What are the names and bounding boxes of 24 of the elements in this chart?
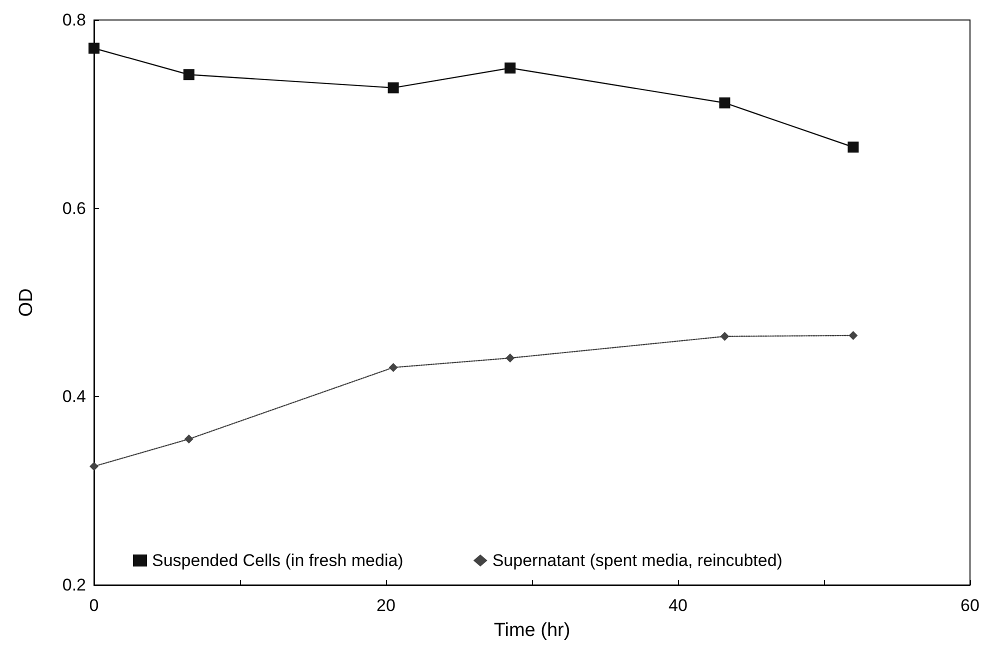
y-axis-title: OD	[16, 288, 37, 317]
legend-label: Suspended Cells (in fresh media)	[152, 551, 404, 570]
x-tick-label: 0	[89, 596, 99, 615]
legend-label: Supernatant (spent media, reincubted)	[492, 551, 782, 570]
point	[719, 97, 730, 108]
x-tick-label: 60	[960, 596, 980, 615]
point	[504, 62, 516, 74]
x-tick-label: 40	[668, 596, 688, 615]
y-tick-label: 0.4	[62, 387, 86, 406]
point	[388, 82, 399, 94]
point	[184, 434, 194, 444]
y-tick-label: 0.2	[62, 576, 86, 594]
x-axis-title: Time (hr)	[494, 620, 570, 641]
x-tick-label: 20	[376, 596, 396, 615]
point	[183, 69, 194, 80]
y-tick-label: 0.6	[62, 198, 86, 218]
point	[88, 42, 100, 54]
point	[720, 332, 730, 341]
point	[388, 362, 398, 372]
point	[506, 354, 515, 363]
point	[848, 330, 858, 340]
point	[90, 462, 98, 471]
point	[848, 142, 859, 153]
y-tick-label: 0.8	[62, 10, 86, 30]
